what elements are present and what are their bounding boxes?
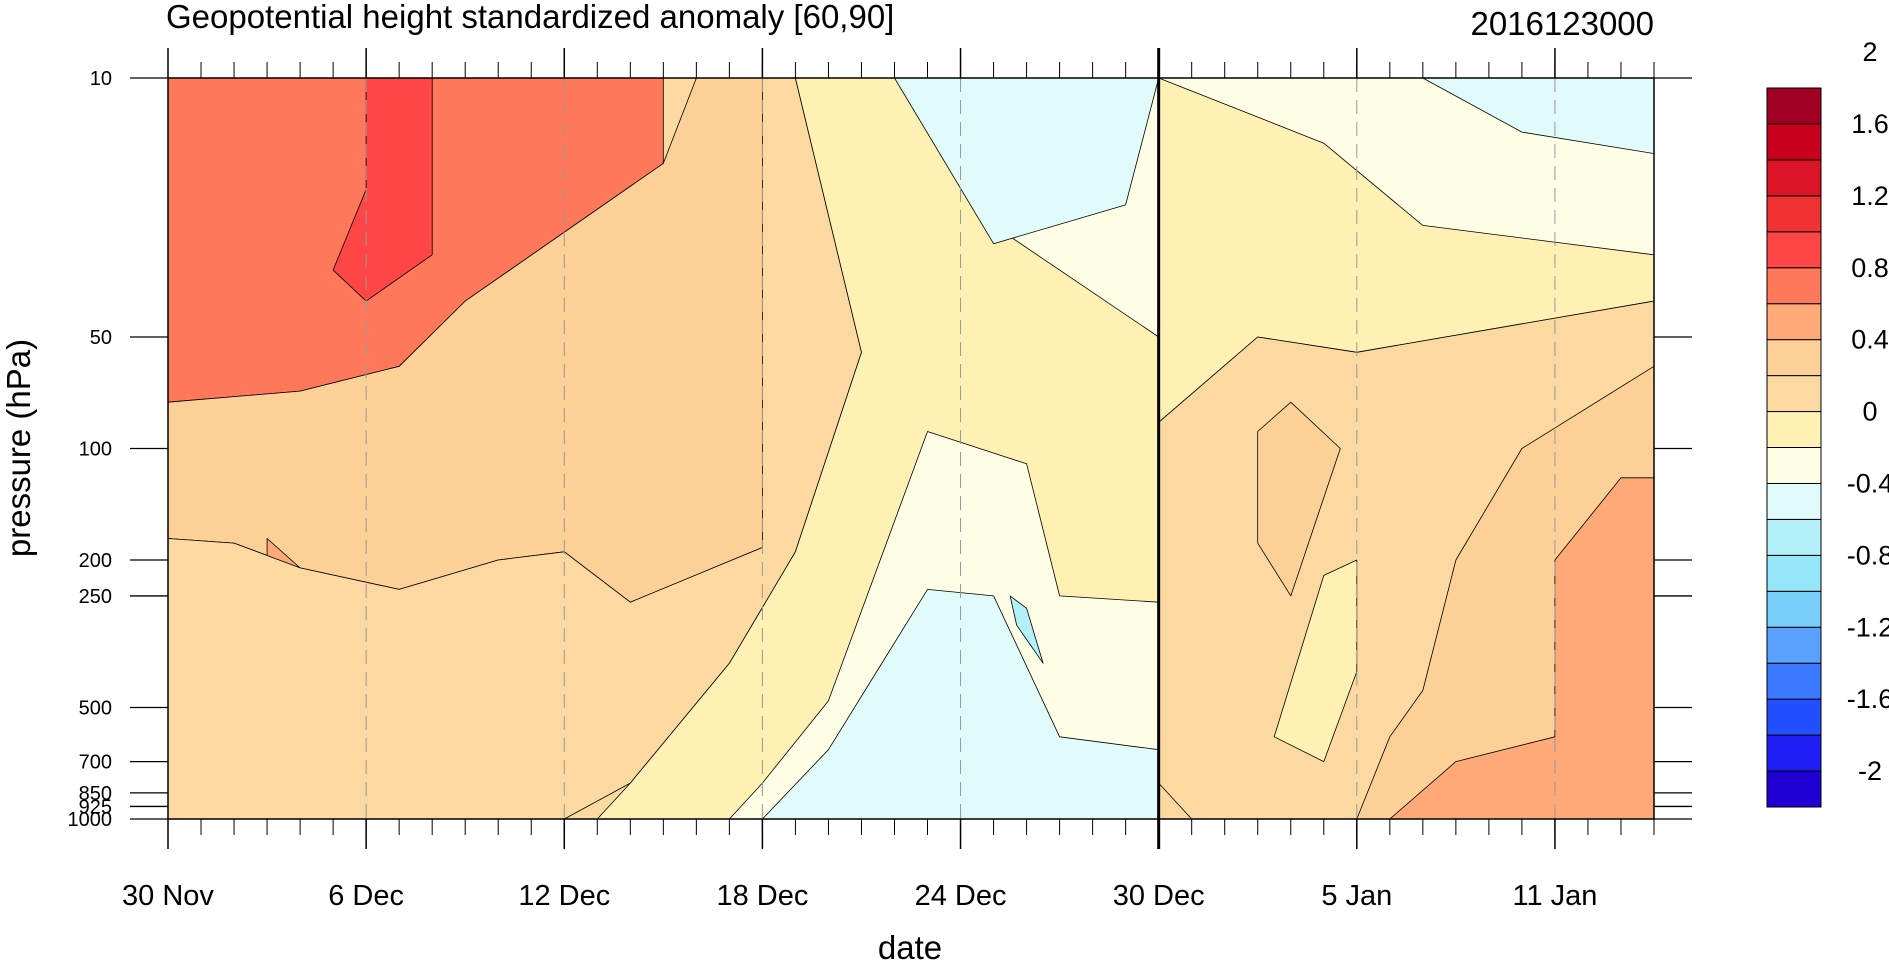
colorbar-box (1766, 159, 1822, 197)
contour-region-16 (1224, 78, 1654, 155)
colorbar-label: 1.2 (1851, 181, 1889, 211)
colorbar-box (1766, 770, 1822, 808)
colorbar-box (1766, 626, 1822, 664)
x-tick-label: 18 Dec (716, 880, 808, 912)
colorbar-label: 0 (1862, 397, 1877, 427)
contour-region-20 (1389, 477, 1654, 819)
colorbar-label: 1.6 (1851, 109, 1889, 139)
y-tick-label: 10 (90, 68, 112, 90)
y-tick-label: 850 (79, 783, 112, 805)
x-tick-label: 30 Dec (1113, 880, 1205, 912)
colorbar-box (1766, 123, 1822, 161)
colorbar-box (1766, 375, 1822, 413)
y-axis-label: pressure (hPa) (0, 339, 37, 557)
contour-region-7 (168, 78, 862, 819)
colorbar-box (1766, 482, 1822, 520)
y-tick-label: 500 (79, 697, 112, 719)
y-tick-label: 1000 (68, 809, 113, 831)
colorbar-box (1766, 267, 1822, 305)
colorbar-box (1766, 447, 1822, 484)
y-tick-label: 700 (79, 752, 112, 774)
colorbar-label: -0.4 (1847, 468, 1889, 498)
colorbar-label: 0.4 (1851, 325, 1889, 355)
colorbar-label: -0.8 (1847, 540, 1889, 570)
colorbar-box (1766, 195, 1822, 233)
colorbar-label: -1.2 (1847, 612, 1889, 642)
y-tick-label: 925 (79, 796, 112, 818)
contour-region-13 (1009, 595, 1044, 664)
colorbar-box (1766, 303, 1822, 341)
colorbar-box (1766, 698, 1822, 736)
x-tick-label: 11 Jan (1512, 880, 1597, 912)
chart-title: Geopotential height standardized anomaly… (166, 0, 894, 35)
colorbar-label: -1.6 (1847, 684, 1889, 714)
colorbar-box (1766, 411, 1822, 448)
colorbar-box (1766, 590, 1822, 628)
y-tick-label: 250 (79, 586, 112, 608)
colorbar-label: -2 (1858, 756, 1882, 786)
x-axis-ticks: 30 Nov 6 Dec 12 Dec 18 Dec 24 Dec 30 Dec 5 Jan… (122, 48, 1655, 912)
contour-fill-layer (168, 78, 1654, 819)
colorbar-box (1766, 87, 1822, 125)
y-tick-label: 200 (79, 550, 112, 572)
contour-region-18 (1257, 401, 1341, 597)
colorbar: 2 1.6 1.2 0.8 0.4 0 -0.4 -0.8 -1.2 -1.6 -2 (1766, 37, 1889, 808)
x-tick-label: 24 Dec (915, 880, 1007, 912)
colorbar-box (1766, 662, 1822, 700)
x-tick-label: 12 Dec (518, 880, 610, 912)
chart-date-stamp: 2016123000 (1470, 5, 1654, 42)
x-tick-label: 5 Jan (1321, 880, 1392, 912)
colorbar-box (1766, 554, 1822, 592)
x-tick-label: 6 Dec (328, 880, 404, 912)
colorbar-box (1766, 518, 1822, 556)
colorbar-label: 0.8 (1851, 253, 1889, 283)
y-tick-label: 100 (79, 439, 112, 461)
colorbar-label: 2 (1862, 37, 1877, 67)
colorbar-box (1766, 339, 1822, 377)
y-tick-label: 50 (90, 327, 112, 349)
colorbar-box (1766, 734, 1822, 772)
colorbar-box (1766, 231, 1822, 269)
x-axis-label: date (878, 929, 942, 963)
x-tick-label: 30 Nov (122, 880, 214, 912)
